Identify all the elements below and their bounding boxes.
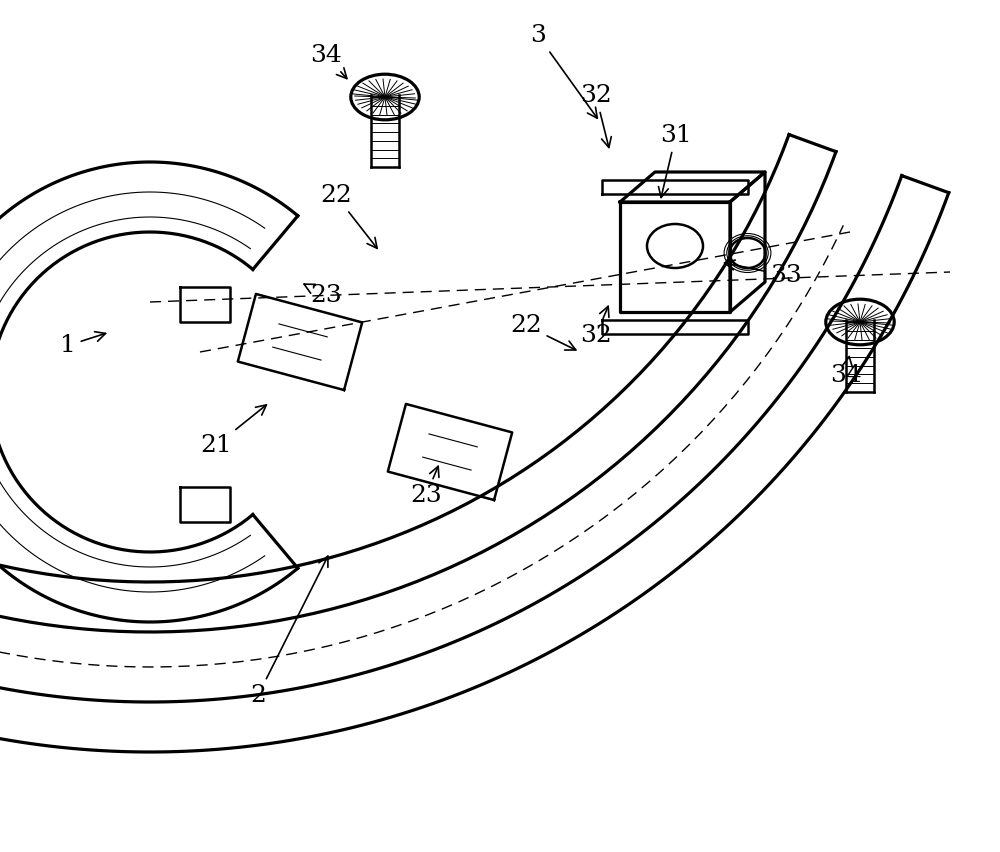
Text: 23: 23	[410, 466, 442, 507]
Text: 22: 22	[510, 314, 576, 350]
Text: 21: 21	[200, 405, 266, 457]
Text: 23: 23	[304, 284, 342, 307]
Text: 34: 34	[310, 44, 347, 78]
Text: 2: 2	[250, 556, 328, 707]
Text: 31: 31	[659, 124, 692, 198]
Text: 22: 22	[320, 184, 377, 248]
Text: 1: 1	[60, 331, 106, 357]
Text: 32: 32	[580, 306, 612, 347]
Text: 33: 33	[725, 260, 802, 287]
Text: 32: 32	[580, 84, 612, 147]
Text: 3: 3	[530, 24, 597, 118]
Text: 34: 34	[830, 357, 862, 387]
